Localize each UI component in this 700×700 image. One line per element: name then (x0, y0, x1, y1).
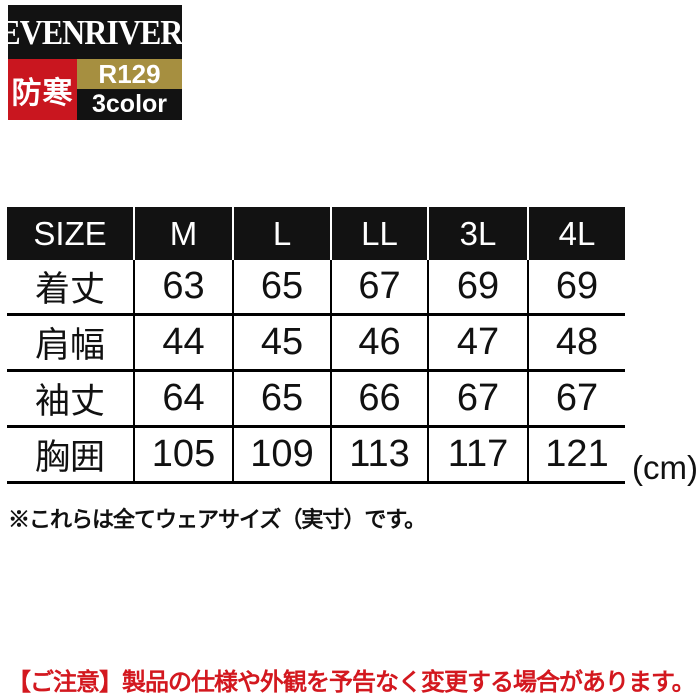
row-label: 胸囲 (34, 438, 105, 477)
table-cell: 69 (527, 260, 625, 313)
size-table-header-row: SIZE M L LL 3L 4L (7, 207, 625, 260)
row-label: 袖丈 (34, 382, 105, 421)
table-cell: 69 (427, 260, 527, 313)
row-label: 着丈 (34, 270, 105, 309)
table-row-shoulder-width: 肩幅 44 45 46 47 48 (7, 316, 625, 372)
header-cell-l: L (232, 207, 330, 260)
brand-name: EVENRIVER (0, 12, 183, 51)
table-cell: 121 (527, 428, 625, 481)
table-cell: 117 (427, 428, 527, 481)
header-cell-4l: 4L (527, 207, 625, 260)
registered-trademark-icon: ® (183, 23, 192, 36)
table-cell: 66 (330, 372, 427, 425)
table-cell: 65 (232, 372, 330, 425)
table-cell: 65 (232, 260, 330, 313)
color-count-badge: 3color (77, 89, 182, 120)
table-cell: 44 (133, 316, 232, 369)
table-cell: 48 (527, 316, 625, 369)
size-note: ※これらは全てウェアサイズ（実寸）です。 (8, 507, 426, 532)
header-cell-size: SIZE (33, 214, 107, 252)
warm-protection-badge: 防寒 (8, 59, 77, 120)
table-cell: 47 (427, 316, 527, 369)
model-badge-column: R129 3color (77, 59, 182, 120)
row-label: 肩幅 (34, 326, 105, 365)
header-cell-m: M (133, 207, 232, 260)
table-cell: 113 (330, 428, 427, 481)
table-cell: 67 (527, 372, 625, 425)
brand-logo: EVENRIVER ® (0, 5, 192, 59)
table-row-chest: 胸囲 105 109 113 117 121 (7, 428, 625, 484)
table-cell: 67 (330, 260, 427, 313)
table-cell: 63 (133, 260, 232, 313)
caution-note: 【ご注意】製品の仕様や外観を予告なく変更する場合があります。 (7, 669, 696, 696)
table-cell: 45 (232, 316, 330, 369)
header-cell-3l: 3L (427, 207, 527, 260)
size-table: SIZE M L LL 3L 4L 着丈 63 65 67 69 69 肩幅 4… (7, 207, 625, 484)
unit-label: (cm) (632, 449, 698, 486)
table-cell: 105 (133, 428, 232, 481)
header-cell-ll: LL (330, 207, 427, 260)
table-row-body-length: 着丈 63 65 67 69 69 (7, 260, 625, 316)
table-cell: 64 (133, 372, 232, 425)
product-badges: 防寒 R129 3color (8, 59, 182, 120)
model-number-badge: R129 (77, 59, 182, 89)
table-cell: 46 (330, 316, 427, 369)
table-cell: 109 (232, 428, 330, 481)
table-cell: 67 (427, 372, 527, 425)
table-row-sleeve-length: 袖丈 64 65 66 67 67 (7, 372, 625, 428)
